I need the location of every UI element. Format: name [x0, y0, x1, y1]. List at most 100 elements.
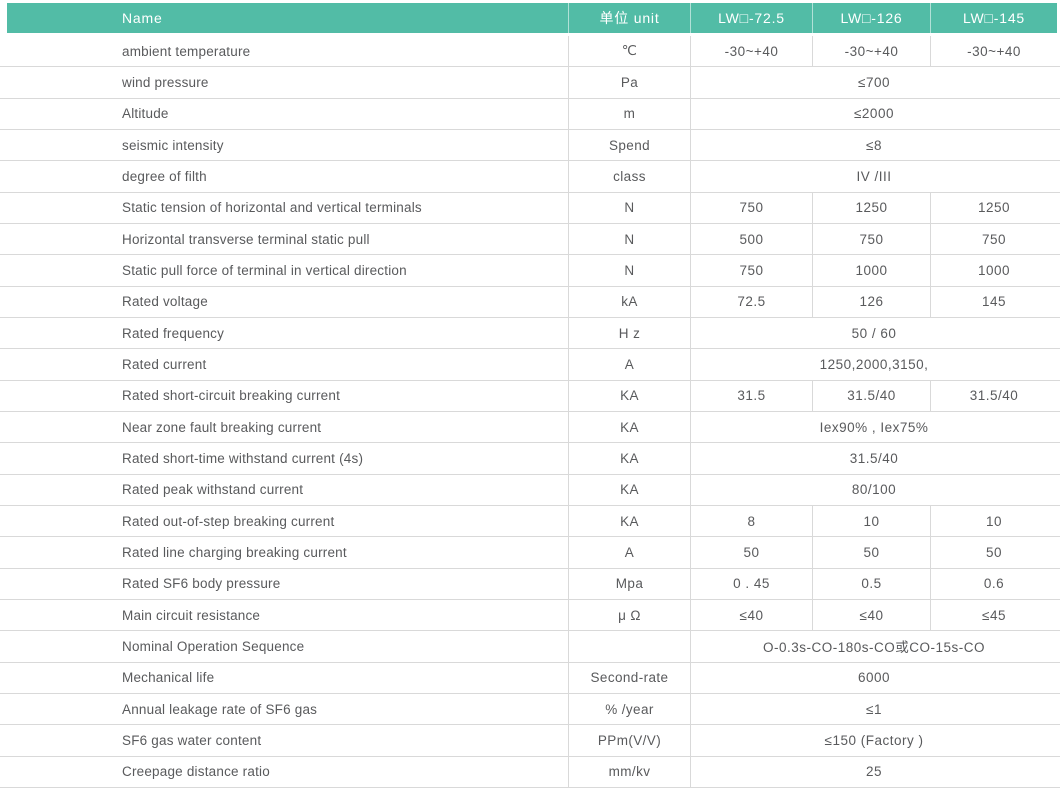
value-cell: ≤40: [690, 599, 812, 631]
unit-cell: mm/kv: [568, 756, 690, 787]
table-row: Annual leakage rate of SF6 gas % /year ≤…: [0, 693, 1060, 726]
table-row: Main circuit resistance μ Ω ≤40 ≤40 ≤45: [0, 599, 1060, 632]
table-row: Rated peak withstand current KA 80/100: [0, 474, 1060, 506]
row-name: Rated out-of-step breaking current: [122, 513, 335, 529]
value-cell: 0 . 45: [690, 568, 812, 599]
unit-cell: PPm(V/V): [568, 725, 690, 756]
value-cell: 31.5/40: [930, 380, 1057, 411]
table-row: Near zone fault breaking current KA Iex9…: [0, 411, 1060, 444]
table-row: Rated line charging breaking current A 5…: [0, 537, 1060, 569]
row-left-margin: [0, 287, 7, 317]
table-row: Mechanical life Second-rate 6000: [0, 662, 1060, 694]
row-name: ambient temperature: [122, 43, 251, 59]
col-header-lw-126: LW□-126: [812, 3, 930, 33]
row-left-margin: [0, 663, 7, 693]
value-cell: ≤40: [812, 599, 930, 631]
table-row: wind pressure Pa ≤700: [0, 67, 1060, 99]
unit-cell: A: [568, 537, 690, 568]
row-name: wind pressure: [122, 74, 209, 90]
table-row: Static tension of horizontal and vertica…: [0, 192, 1060, 224]
unit-cell: [568, 631, 690, 662]
row-name: seismic intensity: [122, 137, 224, 153]
row-name: Rated voltage: [122, 294, 208, 310]
row-left-margin: [0, 193, 7, 223]
row-name: degree of filth: [122, 168, 207, 184]
value-cell: 126: [812, 286, 930, 317]
unit-cell: KA: [568, 380, 690, 411]
unit-cell: H z: [568, 317, 690, 349]
row-name: Creepage distance ratio: [122, 764, 270, 780]
row-left-margin: [0, 99, 7, 129]
value-cell: 10: [930, 505, 1057, 537]
value-cell: 0.5: [812, 568, 930, 599]
table-row: Rated short-time withstand current (4s) …: [0, 443, 1060, 475]
col-header-lw-145: LW□-145: [930, 3, 1057, 33]
value-cell: 31.5: [690, 380, 812, 411]
row-name: Nominal Operation Sequence: [122, 638, 305, 654]
value-cell: -30~+40: [690, 36, 812, 67]
value-cell: 8: [690, 505, 812, 537]
col-header-lw-72-5: LW□-72.5: [690, 3, 812, 33]
value-cell: 1000: [930, 255, 1057, 286]
row-name: Annual leakage rate of SF6 gas: [122, 701, 318, 717]
table-row: Rated SF6 body pressure Mpa 0 . 45 0.5 0.6: [0, 568, 1060, 600]
merged-value-cell: 50 / 60: [690, 317, 1057, 349]
table-row: Rated voltage kA 72.5 126 145: [0, 286, 1060, 318]
row-left-margin: [0, 318, 7, 348]
table-row: Rated current A 1250,2000,3150,: [0, 349, 1060, 381]
row-name: Rated short-circuit breaking current: [122, 388, 341, 404]
value-cell: 50: [930, 537, 1057, 568]
value-cell: 145: [930, 286, 1057, 317]
row-left-margin: [0, 67, 7, 97]
row-name: Mechanical life: [122, 670, 215, 686]
unit-cell: N: [568, 255, 690, 286]
row-left-margin: [0, 130, 7, 160]
row-left-margin: [0, 694, 7, 724]
unit-cell: N: [568, 223, 690, 255]
unit-cell: % /year: [568, 693, 690, 725]
row-name: Rated SF6 body pressure: [122, 576, 281, 592]
value-cell: 750: [930, 223, 1057, 255]
row-name: Rated frequency: [122, 325, 225, 341]
merged-value-cell: 1250,2000,3150,: [690, 349, 1057, 380]
value-cell: 50: [812, 537, 930, 568]
row-name: Rated short-time withstand current (4s): [122, 450, 364, 466]
row-left-margin: [0, 36, 7, 66]
value-cell: 1000: [812, 255, 930, 286]
table-row: Rated out-of-step breaking current KA 8 1…: [0, 505, 1060, 538]
header-left-margin: [0, 3, 7, 33]
col-header-name: Name: [7, 3, 568, 33]
unit-cell: N: [568, 192, 690, 223]
col-header-unit: 单位 unit: [568, 3, 690, 33]
merged-value-cell: 6000: [690, 662, 1057, 693]
unit-cell: Second-rate: [568, 662, 690, 693]
table-row: Rated short-circuit breaking current KA …: [0, 380, 1060, 412]
merged-value-cell: Iex90% , Iex75%: [690, 411, 1057, 443]
unit-cell: m: [568, 98, 690, 129]
row-left-margin: [0, 381, 7, 411]
row-left-margin: [0, 506, 7, 536]
merged-value-cell: ≤1: [690, 693, 1057, 725]
row-left-margin: [0, 255, 7, 285]
table-header-row: Name 单位 unit LW□-72.5 LW□-126 LW□-145: [0, 3, 1060, 33]
unit-cell: KA: [568, 443, 690, 474]
unit-cell: KA: [568, 505, 690, 537]
row-left-margin: [0, 349, 7, 379]
unit-cell: Spend: [568, 129, 690, 161]
unit-cell: Mpa: [568, 568, 690, 599]
row-left-margin: [0, 412, 7, 442]
table-row: Nominal Operation Sequence O-0.3s-CO-180…: [0, 631, 1060, 663]
row-name: Near zone fault breaking current: [122, 419, 322, 435]
row-name: SF6 gas water content: [122, 732, 262, 748]
value-cell: 1250: [930, 192, 1057, 223]
value-cell: -30~+40: [812, 36, 930, 67]
row-name: Main circuit resistance: [122, 607, 261, 623]
merged-value-cell: ≤150 (Factory ): [690, 725, 1057, 756]
unit-cell: kA: [568, 286, 690, 317]
row-name: Static pull force of terminal in vertica…: [122, 262, 407, 278]
merged-value-cell: IV /III: [690, 161, 1057, 192]
row-left-margin: [0, 631, 7, 661]
table-row: Altitude m ≤2000: [0, 98, 1060, 130]
unit-cell: ℃: [568, 36, 690, 67]
table-row: ambient temperature ℃ -30~+40 -30~+40 -30~…: [0, 36, 1060, 68]
